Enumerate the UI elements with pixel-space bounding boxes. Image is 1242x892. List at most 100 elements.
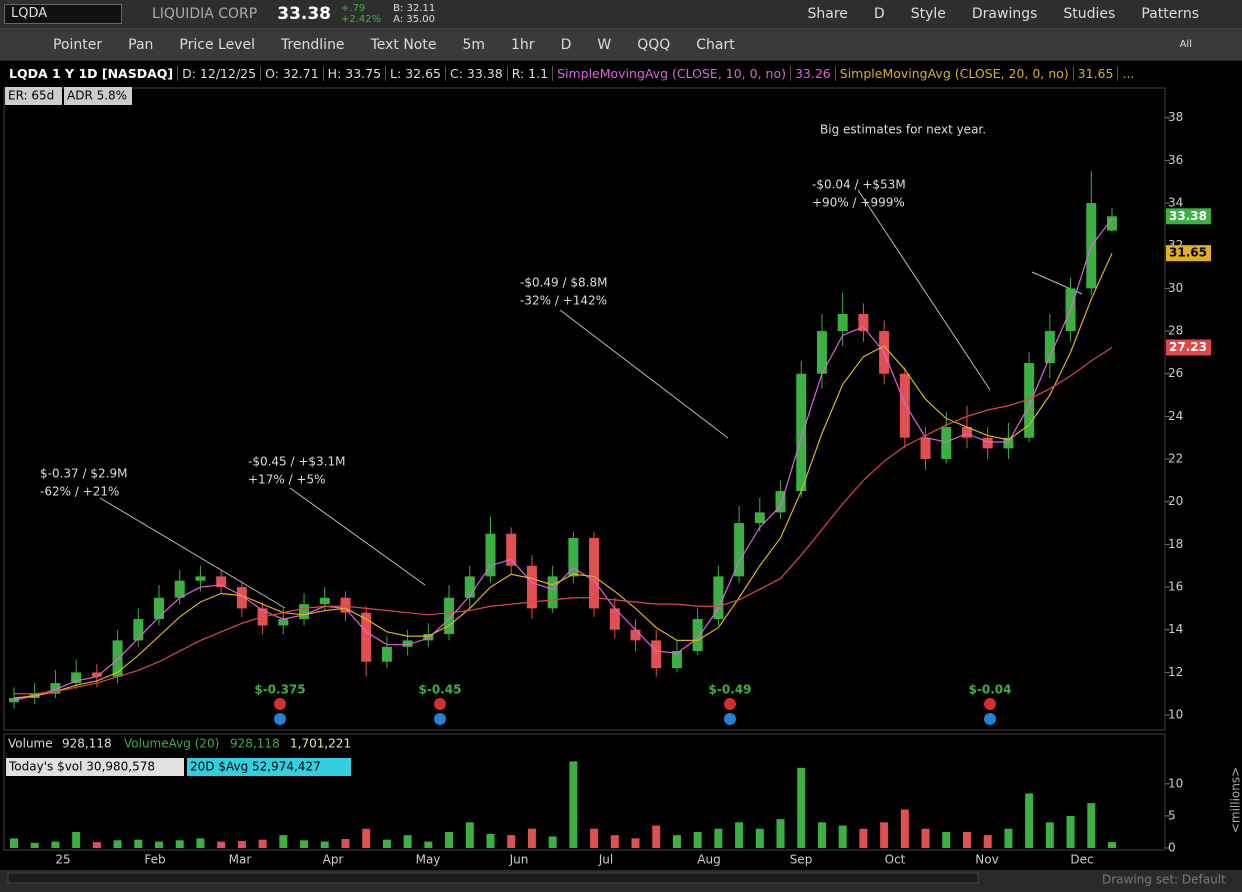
tool-button[interactable]: Text Note	[370, 36, 437, 53]
candle-body	[319, 597, 330, 605]
company: LIQUIDIA CORP	[152, 6, 258, 22]
top-button[interactable]: Drawings	[971, 6, 1038, 22]
candle-body	[547, 576, 558, 609]
tool-button[interactable]: Chart	[696, 36, 735, 53]
x-tick-label: Mar	[229, 853, 252, 867]
volume-bar	[217, 841, 226, 848]
volume-bar	[527, 828, 536, 848]
volume-bar	[942, 831, 951, 848]
scrollbar	[7, 872, 979, 884]
volume-bar	[92, 842, 101, 848]
header-item: D: 12/12/25	[178, 66, 262, 81]
price-label-bg	[1166, 208, 1211, 225]
volume-bar	[445, 831, 454, 848]
volume-tick-label: 0	[1168, 841, 1176, 855]
tool-button[interactable]: Trendline	[280, 36, 345, 53]
price-label-bg	[1166, 245, 1211, 262]
volume-bar	[610, 835, 619, 848]
candle-body	[361, 612, 372, 662]
top-bar: LQDA LIQUIDIA CORP 33.38 +.79 +2.42% B: 3…	[0, 0, 1242, 29]
x-tick-label: Jun	[509, 853, 529, 867]
header-item: R: 1.1	[508, 66, 554, 81]
all-button[interactable]: All	[1179, 39, 1192, 50]
top-button[interactable]: Share	[807, 6, 848, 22]
change-abs: +.79	[341, 3, 366, 14]
volume-bar	[113, 840, 122, 848]
volume-bar	[237, 840, 246, 848]
y-tick-label: 16	[1168, 580, 1183, 594]
price-label-bg	[1166, 339, 1211, 356]
candle-body	[1107, 216, 1117, 231]
price-label: 33.38	[1169, 209, 1207, 223]
tool-button[interactable]: Price Level	[179, 36, 255, 53]
y-tick-label: 24	[1168, 409, 1183, 423]
candle-body	[961, 427, 972, 438]
earnings-label: $-0.49	[709, 683, 752, 697]
annotation: -$0.45 / +$3.1M	[248, 455, 345, 469]
candle-body	[754, 512, 765, 524]
candle-body	[1024, 363, 1035, 438]
volume-bar	[341, 839, 350, 848]
candle-body	[154, 597, 165, 620]
tool-button[interactable]: W	[597, 36, 612, 53]
volume-bar	[382, 839, 391, 848]
candle-body	[816, 331, 827, 374]
candle-body	[941, 427, 952, 460]
volume-bar	[817, 822, 826, 848]
y-tick-label: 28	[1168, 324, 1183, 338]
annotation: -32% / +142%	[520, 294, 607, 308]
moving-average	[13, 218, 1113, 701]
candle-body	[402, 640, 413, 647]
tool-button[interactable]: 5m	[462, 36, 486, 53]
top-button[interactable]: Style	[910, 6, 946, 22]
volume-bar	[880, 822, 889, 848]
earnings-icon	[984, 698, 996, 710]
price-pane	[3, 87, 1166, 731]
top-button[interactable]: D	[873, 6, 885, 22]
candle-body	[526, 565, 537, 609]
volume-header: VolumeAvg (20)	[124, 737, 219, 751]
volume-bar	[10, 838, 18, 848]
symbol-box[interactable]: LQDA	[4, 4, 122, 24]
volume-bar	[672, 835, 681, 848]
candle-body	[278, 619, 289, 626]
volume-bar	[175, 840, 184, 848]
volume-bar	[631, 838, 640, 848]
tool-button[interactable]: Pan	[128, 36, 154, 53]
y-tick-label: 12	[1168, 665, 1183, 679]
tool-button[interactable]: D	[560, 36, 572, 53]
top-button[interactable]: Patterns	[1141, 6, 1199, 22]
dollar-volume: Today's $vol 30,980,578	[8, 760, 155, 774]
drawing-set: Drawing set: Default	[1102, 873, 1226, 887]
volume-bar	[1108, 842, 1116, 848]
tool-button[interactable]: 1hr	[511, 36, 535, 53]
volume-bar	[776, 819, 785, 848]
volume-bar	[693, 831, 702, 848]
candle-body	[920, 437, 931, 460]
candle-body	[423, 634, 434, 641]
candle-body	[630, 629, 641, 641]
bid: B: 32.11	[393, 3, 436, 14]
tool-button[interactable]: QQQ	[637, 36, 671, 53]
volume-bar	[838, 825, 847, 848]
dollar-volume: 20D $Avg 52,974,427	[190, 760, 321, 774]
volume-bar	[962, 831, 971, 848]
annotation: -62% / +21%	[40, 485, 119, 499]
y-tick-label: 34	[1168, 196, 1183, 210]
y-tick-label: 30	[1168, 281, 1183, 295]
candle-body	[609, 608, 620, 630]
candle-body	[775, 491, 786, 513]
badge: ADR 5.8%	[67, 89, 127, 103]
y-tick-label: 36	[1168, 153, 1183, 167]
volume-unit: <millions>	[1229, 767, 1242, 833]
top-button[interactable]: Studies	[1063, 6, 1116, 22]
dividend-icon	[984, 713, 996, 725]
candle-body	[982, 437, 993, 449]
candle-body	[381, 646, 392, 662]
change: +.79 +2.42%	[341, 3, 381, 25]
tool-button[interactable]: Pointer	[53, 36, 103, 53]
candle-body	[506, 533, 517, 566]
earnings-label: $-0.375	[254, 683, 305, 697]
study-value: 33.26	[791, 66, 836, 81]
